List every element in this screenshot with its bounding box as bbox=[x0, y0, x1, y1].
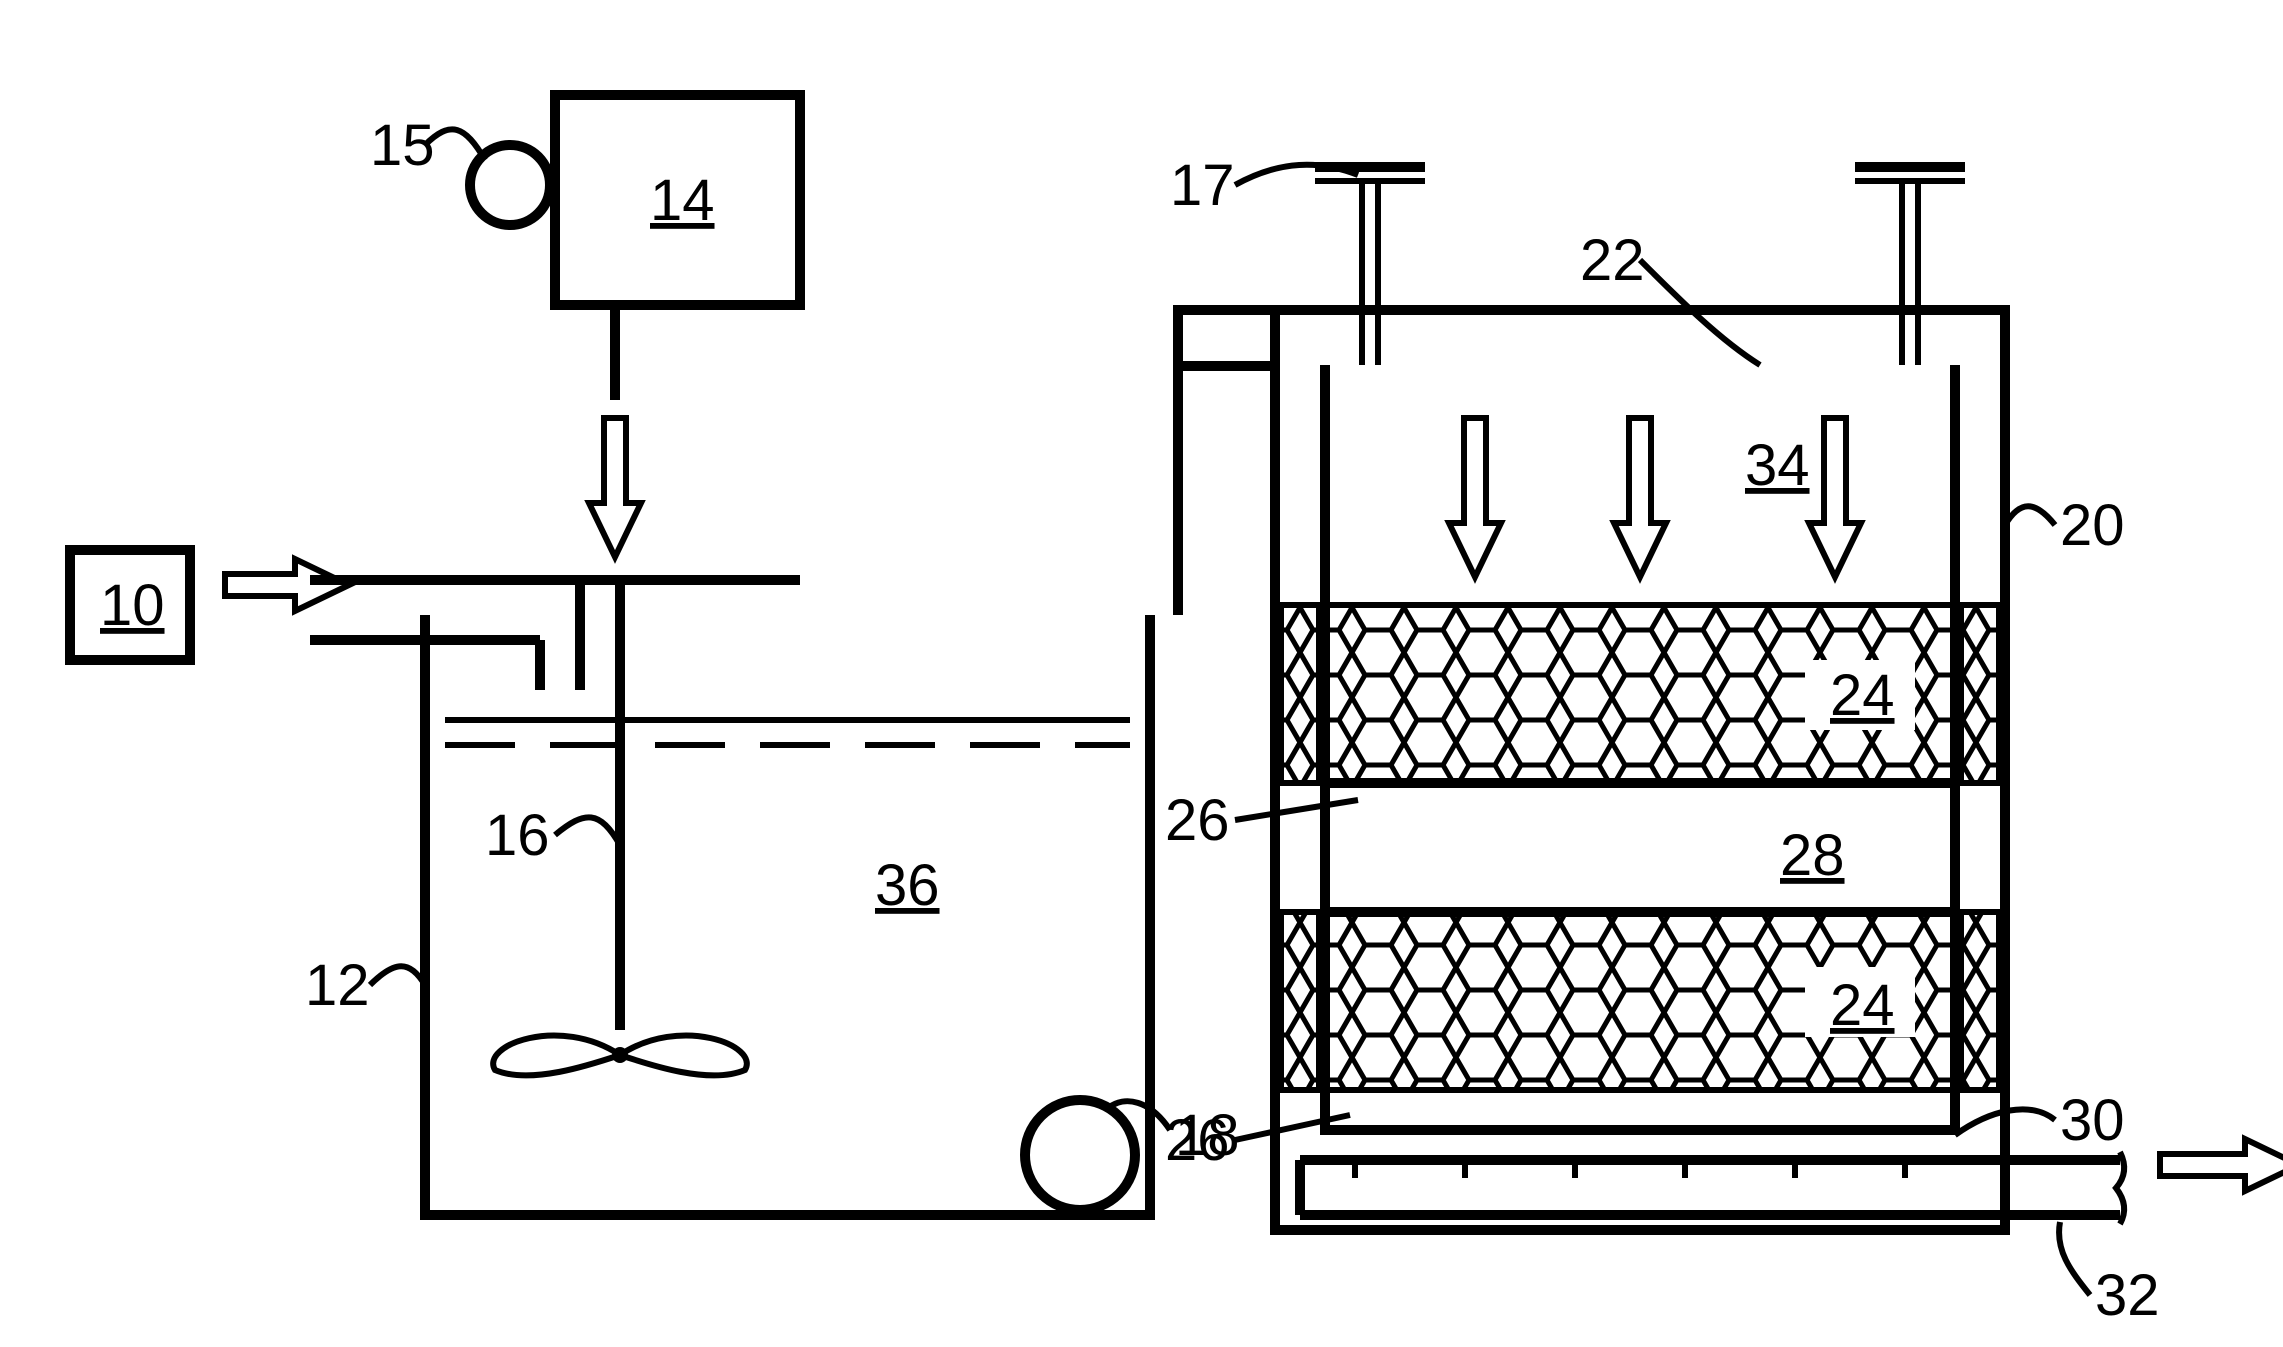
feed-arrow bbox=[589, 418, 641, 557]
label-34: 34 bbox=[1745, 433, 1810, 498]
label-17: 17 bbox=[1170, 153, 1235, 218]
label-36: 36 bbox=[875, 853, 940, 918]
label-24: 24 bbox=[1830, 663, 1895, 728]
label-14: 14 bbox=[650, 168, 715, 233]
label-26: 26 bbox=[1165, 1108, 1230, 1173]
inlet-pipe bbox=[310, 580, 580, 690]
label-26: 26 bbox=[1165, 788, 1230, 853]
mixing-tank-12 bbox=[425, 615, 1150, 1215]
outlet-arrow bbox=[2160, 1139, 2283, 1191]
label-16: 16 bbox=[485, 803, 550, 868]
pump-18 bbox=[1025, 1100, 1135, 1210]
label-22: 22 bbox=[1580, 228, 1645, 293]
label-10: 10 bbox=[100, 573, 165, 638]
label-30: 30 bbox=[2060, 1088, 2125, 1153]
lifting-rod-17-right bbox=[1855, 167, 1965, 365]
label-28: 28 bbox=[1780, 823, 1845, 888]
water-level bbox=[445, 720, 1130, 745]
lifting-rod-17-left bbox=[1315, 167, 1425, 365]
label-15: 15 bbox=[370, 113, 435, 178]
label-20: 20 bbox=[2060, 493, 2125, 558]
label-32: 32 bbox=[2095, 1263, 2160, 1328]
label-24: 24 bbox=[1830, 973, 1895, 1038]
propeller bbox=[493, 1036, 747, 1076]
process-diagram: 101214151617182022242426262830323436 bbox=[0, 0, 2283, 1347]
label-12: 12 bbox=[305, 953, 370, 1018]
